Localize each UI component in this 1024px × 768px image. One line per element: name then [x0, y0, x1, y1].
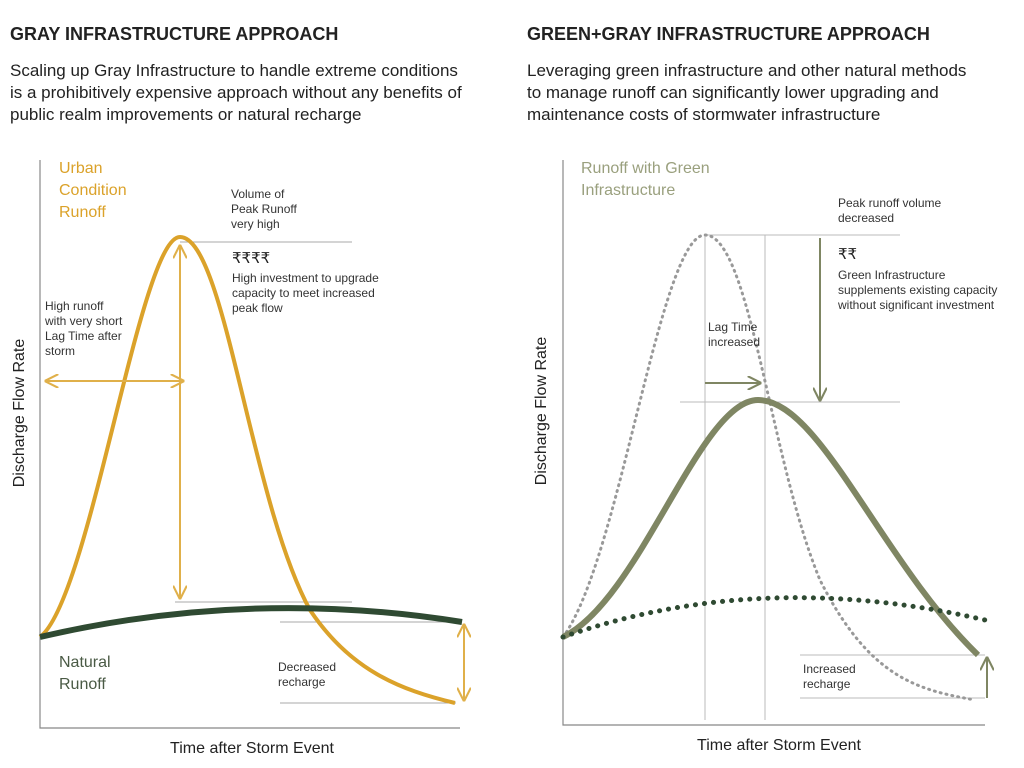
- description: Scaling up Gray Infrastructure to handle…: [10, 61, 458, 80]
- description: to manage runoff can significantly lower…: [527, 83, 939, 102]
- recharge-note: Decreased: [278, 660, 336, 674]
- cost-note: peak flow: [232, 301, 283, 315]
- panel-title: GRAY INFRASTRUCTURE APPROACH: [10, 24, 338, 44]
- peak-label: decreased: [838, 211, 894, 225]
- natural-label: Natural: [59, 654, 111, 671]
- cost-note: High investment to upgrade: [232, 271, 379, 285]
- peak-label: Peak Runoff: [231, 202, 297, 216]
- natural-label: Runoff: [59, 676, 106, 693]
- curve-label: Infrastructure: [581, 182, 675, 199]
- lag-note: storm: [45, 344, 75, 358]
- y-axis-label: Discharge Flow Rate: [11, 339, 28, 488]
- cost-symbol: ₹₹₹₹: [232, 250, 270, 267]
- x-axis-label: Time after Storm Event: [697, 737, 861, 754]
- cost-note: supplements existing capacity: [838, 283, 997, 297]
- cost-note: capacity to meet increased: [232, 286, 375, 300]
- recharge-note: recharge: [803, 677, 851, 691]
- description: public realm improvements or natural rec…: [10, 105, 362, 124]
- description: maintenance costs of stormwater infrastr…: [527, 105, 880, 124]
- lag-note: with very short: [44, 314, 123, 328]
- panel-title: GREEN+GRAY INFRASTRUCTURE APPROACH: [527, 24, 930, 44]
- curve-label: Runoff with Green: [581, 160, 710, 177]
- recharge-note: recharge: [278, 675, 326, 689]
- recharge-note: Increased: [803, 662, 856, 676]
- left-drawing: [38, 160, 464, 729]
- description: is a prohibitively expensive approach wi…: [10, 83, 462, 102]
- x-axis-label: Time after Storm Event: [170, 740, 334, 757]
- lag-note: increased: [708, 335, 760, 349]
- lag-note: High runoff: [45, 299, 104, 313]
- right-drawing: [560, 160, 987, 726]
- cost-symbol: ₹₹: [838, 246, 857, 263]
- curve-label: Condition: [59, 182, 127, 199]
- cost-note: Green Infrastructure: [838, 268, 946, 282]
- cost-note: without significant investment: [837, 298, 995, 312]
- y-axis-label: Discharge Flow Rate: [533, 337, 550, 486]
- curve-label: Runoff: [59, 204, 106, 221]
- curve-label: Urban: [59, 160, 103, 177]
- lag-note: Lag Time after: [45, 329, 122, 343]
- peak-label: Volume of: [231, 187, 285, 201]
- lag-note: Lag Time: [708, 320, 758, 334]
- peak-label: Peak runoff volume: [838, 196, 941, 210]
- description: Leveraging green infrastructure and othe…: [527, 61, 966, 80]
- peak-label: very high: [231, 217, 280, 231]
